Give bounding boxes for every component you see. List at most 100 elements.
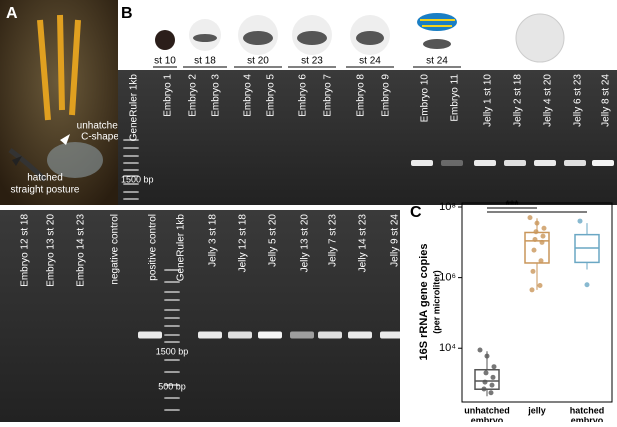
gel-band (123, 139, 139, 141)
gel-band (164, 269, 180, 271)
frog-icon (417, 13, 457, 31)
point (490, 374, 496, 380)
y-axis-title: 16S rRNA gene copies (418, 244, 430, 361)
significance: *** (506, 199, 520, 211)
point (477, 347, 483, 353)
gel-band (228, 331, 252, 339)
panel-label: A (6, 5, 18, 22)
gel-band (474, 160, 496, 166)
lane-label: Embryo 6 (298, 74, 309, 117)
lane-label: Embryo 8 (356, 74, 367, 117)
lane-label: GeneRuler 1kb (129, 74, 140, 142)
gel-band (164, 371, 180, 373)
gel-band (123, 147, 139, 149)
point (529, 287, 535, 293)
gel-band (123, 198, 139, 200)
lane-label: Jelly 2 st 18 (513, 74, 524, 127)
x-tick-label: unhatched (464, 405, 510, 415)
embryo-icon (193, 34, 217, 42)
gel-band (123, 162, 139, 164)
tadpole (8, 148, 47, 182)
embryo-icon (297, 31, 327, 45)
marker-label: 500 bp (158, 381, 186, 391)
lane-label: Jelly 5 st 20 (268, 214, 279, 267)
annotation: unhatched (77, 121, 124, 132)
lane-label: Jelly 13 st 20 (300, 214, 311, 273)
arrow (60, 134, 70, 145)
annotation: straight posture (11, 185, 80, 196)
lane-label: Embryo 4 (243, 74, 254, 117)
point (577, 218, 583, 224)
lane-label: negative control (110, 214, 121, 285)
x-tick-label: hatched (570, 405, 605, 415)
annotation: C-shape (81, 132, 119, 143)
x-tick-label: embryo (471, 415, 504, 422)
gel-band (164, 384, 180, 386)
arrow (12, 156, 22, 166)
gel-band (380, 331, 404, 339)
gel-band (318, 331, 342, 339)
lane-label: Jelly 1 st 10 (483, 74, 494, 127)
lane-label: Jelly 7 st 23 (328, 214, 339, 267)
gel-band (164, 299, 180, 301)
lane-label: Embryo 9 (381, 74, 392, 117)
x-tick-label: jelly (527, 405, 546, 415)
lane-label: Embryo 1 (163, 74, 174, 117)
gel-band (564, 160, 586, 166)
plot-frame (461, 202, 613, 403)
lane-label: Jelly 12 st 18 (238, 214, 249, 273)
gel-band (164, 325, 180, 327)
point (489, 382, 495, 388)
lane-label: Embryo 12 st 18 (20, 214, 31, 287)
marker-label: 1500 bp (156, 346, 189, 356)
gel-band (123, 183, 139, 185)
lane-label: Embryo 5 (266, 74, 277, 117)
box (524, 231, 550, 264)
annotation: hatched (27, 173, 63, 184)
gel-band (138, 331, 162, 339)
gel-band (164, 291, 180, 293)
gel-band (164, 334, 180, 336)
lane-label: GeneRuler 1kb (176, 214, 187, 282)
lane-label: Embryo 2 (188, 74, 199, 117)
lane-label: Jelly 9 st 24 (390, 214, 401, 267)
point (491, 364, 497, 370)
point (530, 268, 536, 274)
point (483, 370, 489, 376)
y-tick-label: 10⁴ (439, 342, 456, 354)
point (540, 233, 546, 239)
gel-band (592, 160, 614, 166)
tadpole-icon (423, 39, 451, 49)
lane-label: Embryo 13 st 20 (46, 214, 57, 287)
y-tick-label: 10⁶ (439, 272, 456, 284)
embryo-icon (243, 31, 273, 45)
lane-label: Embryo 11 (450, 74, 461, 122)
lane-label: Jelly 3 st 18 (208, 214, 219, 267)
point (484, 353, 490, 359)
stage-label: st 18 (194, 56, 216, 67)
gel-band (164, 317, 180, 319)
point (538, 258, 544, 264)
point (531, 247, 537, 253)
gel-band (411, 160, 433, 166)
gel (0, 210, 400, 422)
y-axis-title: (per microliter) (431, 270, 441, 334)
point (481, 386, 487, 392)
lane-label: Jelly 8 st 24 (601, 74, 612, 127)
point (537, 282, 543, 288)
x-tick-label: embryo (571, 415, 604, 422)
point (533, 229, 539, 235)
point (532, 237, 538, 243)
gel-band (504, 160, 526, 166)
embryo-icon (356, 31, 384, 45)
gel-band (123, 155, 139, 157)
frog-icon (420, 19, 455, 27)
lane-label: Jelly 4 st 20 (543, 74, 554, 127)
lane-label: positive control (148, 214, 159, 281)
gel-band (198, 331, 222, 339)
stage-label: st 23 (301, 56, 323, 67)
gel-band (164, 359, 180, 361)
point (541, 225, 547, 231)
gel-band (348, 331, 372, 339)
